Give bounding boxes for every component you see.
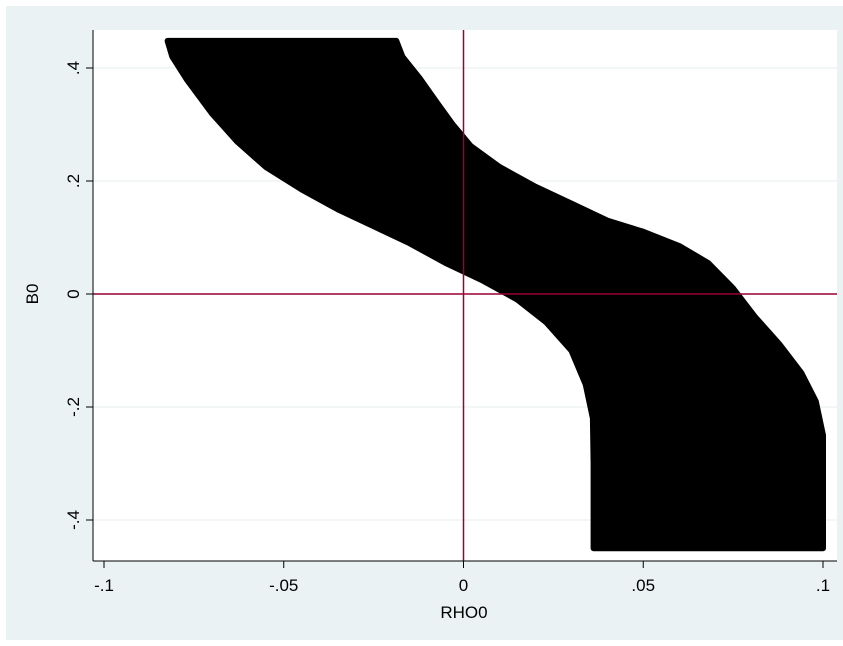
x-tick-label: .1 <box>816 576 830 595</box>
x-tick-label: -.05 <box>269 576 298 595</box>
x-tick-label: 0 <box>459 576 468 595</box>
chart-svg: -.1 -.05 0 .05 .1 -.4 -.2 0 .2 .4 RHO0 B0 <box>23 30 837 622</box>
filled-region <box>164 37 826 552</box>
y-tick-label: .2 <box>64 174 83 188</box>
x-axis-title: RHO0 <box>440 603 487 622</box>
y-axis-title: B0 <box>23 284 42 305</box>
y-tick-label: -.2 <box>64 397 83 417</box>
axes-layer: -.1 -.05 0 .05 .1 -.4 -.2 0 .2 .4 <box>64 30 837 595</box>
x-tick-label: .05 <box>631 576 655 595</box>
chart-frame: -.1 -.05 0 .05 .1 -.4 -.2 0 .2 .4 RHO0 B0 <box>6 6 843 640</box>
y-tick-label: 0 <box>64 289 83 298</box>
y-tick-label: -.4 <box>64 510 83 530</box>
region-layer <box>164 37 826 552</box>
x-tick-label: -.1 <box>94 576 114 595</box>
y-tick-label: .4 <box>64 61 83 75</box>
reference-lines <box>93 30 837 561</box>
